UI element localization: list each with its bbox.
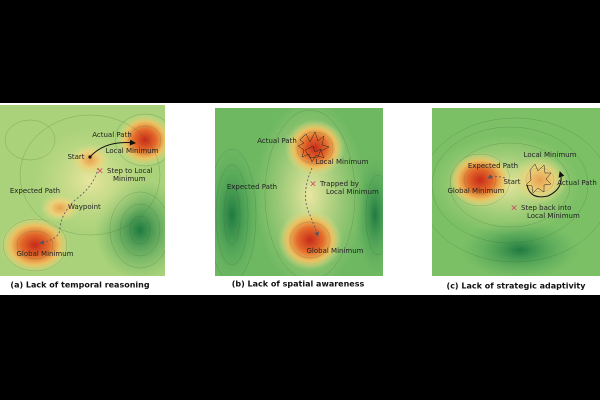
- svg-text:×: ×: [510, 204, 518, 214]
- map-label: Local Minimum: [527, 212, 580, 220]
- svg-text:×: ×: [309, 180, 317, 190]
- map-label: Global Minimum: [448, 187, 505, 195]
- panel-caption: (b) Lack of spatial awareness: [232, 280, 365, 289]
- panel-c-map: ×: [432, 108, 600, 276]
- map-label: Global Minimum: [17, 250, 74, 258]
- map-label: Global Minimum: [307, 247, 364, 255]
- map-label: Local Minimum: [524, 151, 577, 159]
- map-label: Actual Path: [257, 137, 297, 145]
- map-label: Step back into: [521, 204, 571, 212]
- svg-text:×: ×: [96, 167, 104, 177]
- map-label: Expected Path: [227, 183, 277, 191]
- map-label: Step to Local: [107, 167, 153, 175]
- map-label: Local Minimum: [316, 158, 369, 166]
- panel-a-map: ×: [0, 105, 165, 276]
- panel-caption: (a) Lack of temporal reasoning: [10, 281, 149, 290]
- map-label: Actual Path: [557, 179, 597, 187]
- map-label: Waypoint: [68, 203, 101, 211]
- panel-b-map: ×: [215, 108, 383, 276]
- map-label: Local Minimum: [106, 147, 159, 155]
- map-label: Expected Path: [468, 162, 518, 170]
- panel-caption: (c) Lack of strategic adaptivity: [447, 282, 587, 291]
- map-label: Trapped by: [319, 180, 359, 188]
- map-label: Local Minimum: [326, 188, 379, 196]
- map-label: Start: [67, 153, 84, 161]
- map-label: Actual Path: [92, 131, 132, 139]
- map-label: Start: [503, 178, 520, 186]
- map-label: Minimum: [113, 175, 146, 183]
- map-label: Expected Path: [10, 187, 60, 195]
